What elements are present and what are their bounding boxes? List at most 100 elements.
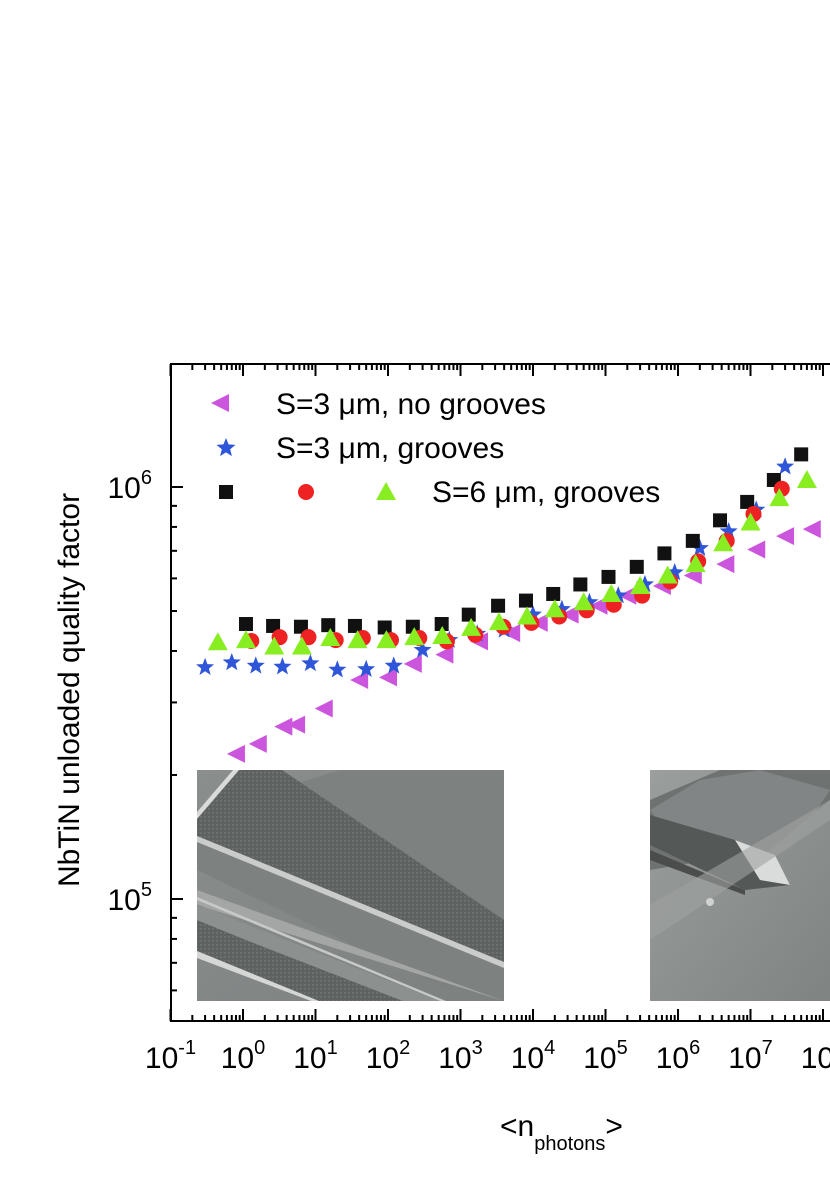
point-s3-no-grooves (747, 540, 766, 559)
point-s6-grooves-a (794, 447, 809, 462)
point-s6-grooves-a (546, 586, 561, 601)
x-axis-label: <nphotons> (500, 1110, 623, 1155)
x-axis-label-close: > (605, 1110, 623, 1143)
point-s6-grooves-c (404, 627, 425, 646)
point-s6-grooves-a (347, 618, 362, 633)
point-s3-no-grooves (502, 624, 521, 643)
point-s3-no-grooves (716, 555, 735, 574)
point-s3-grooves (690, 538, 709, 556)
point-s6-grooves-a (740, 494, 755, 509)
point-s3-grooves (609, 586, 628, 604)
point-s3-no-grooves (403, 654, 422, 673)
point-s3-no-grooves (776, 527, 795, 546)
point-s6-grooves-c (573, 592, 594, 611)
point-s6-grooves-c (461, 617, 482, 636)
point-s3-grooves (665, 563, 684, 581)
point-s6-grooves-a (293, 619, 308, 634)
point-s6-grooves-a (573, 577, 588, 592)
legend: S=3 μm, no grooves S=3 μm, grooves S=6 μ… (211, 388, 660, 509)
point-s3-no-grooves (274, 717, 293, 736)
point-s6-grooves-c (796, 469, 817, 488)
point-s3-grooves (719, 522, 738, 540)
point-s6-grooves-a (321, 618, 336, 633)
point-s3-grooves (222, 653, 241, 671)
y-tick-label: 106 (108, 467, 153, 505)
point-s6-grooves-a (377, 620, 392, 635)
x-axis-label-sub: photons (534, 1133, 605, 1155)
point-s3-grooves (196, 657, 215, 675)
point-s6-grooves-c (544, 599, 565, 618)
axis-ticks (169, 364, 824, 1021)
point-s6-grooves-a (629, 559, 644, 574)
y-axis-label: NbTiN unloaded quality factor (53, 493, 86, 887)
legend-marker-s6-grooves-c (376, 482, 396, 500)
point-s3-no-grooves (226, 744, 245, 763)
x-tick-label: 105 (583, 1037, 628, 1075)
legend-marker-s6-grooves-a (219, 485, 233, 499)
point-s6-grooves-c (291, 636, 312, 655)
x-tick-label: 107 (728, 1037, 773, 1075)
x-tick-label: 102 (366, 1037, 411, 1075)
point-s3-grooves (552, 599, 571, 617)
point-s3-grooves (524, 605, 542, 623)
point-s6-grooves-c (685, 554, 706, 573)
legend-label-s6-grooves: S=6 μm, grooves (432, 476, 660, 509)
point-s6-grooves-a (461, 607, 476, 622)
point-s6-grooves-c (713, 533, 734, 552)
point-s3-grooves (246, 656, 265, 674)
point-s6-grooves-c (432, 625, 453, 644)
point-s3-no-grooves (379, 668, 397, 687)
point-s6-grooves-a (657, 546, 672, 561)
point-s3-grooves (384, 656, 403, 674)
point-s3-no-grooves (435, 645, 454, 664)
point-s6-grooves-c (264, 636, 285, 655)
point-s6-grooves-a (239, 617, 254, 632)
point-s6-grooves-c (236, 630, 257, 649)
point-s6-grooves-a (518, 593, 533, 608)
y-tick-labels: 105 106 (108, 467, 153, 917)
x-tick-label: 104 (511, 1037, 556, 1075)
point-s6-grooves-a (266, 618, 281, 633)
point-s6-grooves-a (491, 598, 506, 613)
point-s6-grooves-a (601, 569, 616, 584)
sem-image-cross-section (650, 770, 830, 1001)
x-tick-label: 10-1 (145, 1037, 196, 1075)
point-s3-grooves (635, 575, 654, 593)
data-points (196, 447, 821, 763)
point-s3-no-grooves (287, 715, 306, 734)
x-axis-label-main: <n (500, 1110, 534, 1143)
point-s3-no-grooves (248, 734, 267, 753)
legend-marker-s3-grooves (216, 438, 236, 457)
point-s6-grooves-c (517, 606, 538, 625)
point-s3-no-grooves (314, 699, 333, 718)
point-s6-grooves-a (434, 617, 449, 632)
x-tick-label: 100 (221, 1037, 266, 1075)
point-s6-grooves-c (347, 630, 368, 649)
point-s3-grooves (301, 654, 320, 672)
y-tick-label: 105 (108, 879, 153, 917)
point-s6-grooves-c (769, 488, 790, 507)
point-s6-grooves-c (376, 630, 397, 649)
point-s3-grooves (580, 592, 599, 610)
point-s6-grooves-c (320, 628, 341, 647)
point-s3-grooves (776, 457, 795, 475)
point-s6-grooves-a (405, 619, 420, 634)
point-s6-grooves-a (685, 533, 700, 548)
point-s6-grooves-c (657, 565, 678, 584)
legend-label-s3-grooves: S=3 μm, grooves (276, 432, 504, 465)
point-s6-grooves-c (630, 576, 651, 595)
point-s6-grooves-c (740, 512, 761, 531)
point-s6-grooves-c (207, 632, 228, 651)
point-s6-grooves-c (601, 583, 622, 602)
point-s6-grooves-c (489, 612, 510, 631)
sem-image-grooves (197, 770, 504, 1001)
x-tick-labels: 10-1 100 101 102 103 104 105 106 107 108 (145, 1037, 830, 1075)
legend-label-s3-no-grooves: S=3 μm, no grooves (276, 388, 546, 421)
point-s3-grooves (413, 640, 432, 658)
legend-marker-s3-no-grooves (211, 394, 229, 412)
point-s3-grooves (357, 659, 376, 677)
point-s3-no-grooves (350, 671, 369, 690)
point-s3-no-grooves (802, 520, 821, 539)
x-tick-label: 108 (801, 1037, 830, 1075)
point-s6-grooves-a (713, 513, 728, 528)
